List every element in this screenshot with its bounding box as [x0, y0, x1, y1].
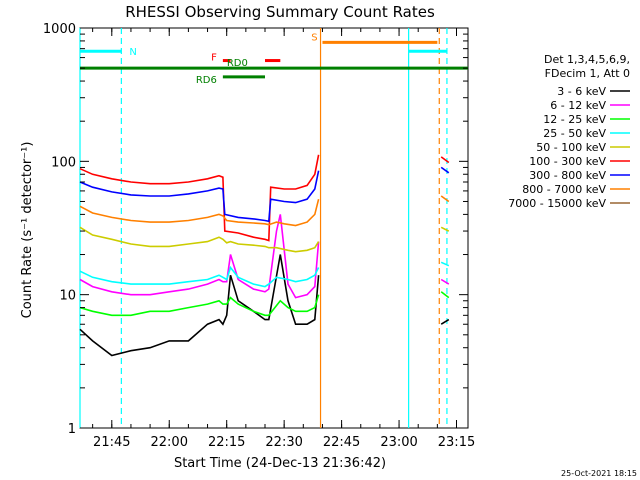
series-layer [79, 154, 450, 357]
y-tick-label: 100 [51, 155, 76, 170]
legend-label: 3 - 6 keV [557, 85, 606, 98]
chart-title: RHESSI Observing Summary Count Rates [125, 3, 435, 21]
x-tick-label: 23:00 [380, 435, 417, 450]
series-line-3-6keV [79, 254, 320, 357]
x-tick-label: 21:45 [93, 435, 130, 450]
legend-label: 7000 - 15000 keV [508, 197, 606, 210]
series-line-12-25keV [440, 291, 450, 299]
series-line-300-800keV [79, 170, 320, 223]
status-bar-label-n: N [129, 47, 136, 58]
status-bar-label-rd6: RD6 [196, 75, 217, 86]
x-tick-label: 22:45 [323, 435, 360, 450]
legend-header-line: FDecim 1, Att 0 [545, 67, 630, 80]
series-line-800-7000keV [440, 195, 450, 203]
legend-label: 50 - 100 keV [536, 141, 606, 154]
series-line-300-800keV [440, 166, 450, 174]
legend-label: 300 - 800 keV [529, 169, 606, 182]
legend-label: 100 - 300 keV [529, 155, 606, 168]
series-line-50-100keV [79, 226, 320, 253]
y-axis-label: Count Rate (s⁻¹ detector⁻¹) [20, 142, 35, 319]
series-line-100-300keV [79, 154, 320, 242]
x-tick-label: 22:00 [151, 435, 188, 450]
x-tick-label: 23:15 [438, 435, 475, 450]
status-bar-label-rd0: RD0 [227, 58, 248, 69]
x-tick-label: 22:30 [265, 435, 302, 450]
plot-frame [79, 27, 469, 429]
x-axis-label: Start Time (24-Dec-13 21:36:42) [174, 456, 386, 471]
x-tick-label: 22:15 [208, 435, 245, 450]
axes: 1 10 100 1000 21:45 22:00 22:15 22:30 22:45 23:00… [43, 22, 475, 450]
series-line-25-50keV [440, 261, 450, 267]
status-bar-label-f: F [211, 53, 217, 64]
status-bars: N S F RD0 RD6 [80, 32, 468, 86]
legend-label: 12 - 25 keV [543, 113, 606, 126]
y-tick-label: 1000 [43, 22, 76, 37]
series-line-800-7000keV [79, 199, 320, 227]
legend-label: 25 - 50 keV [543, 127, 606, 140]
series-line-12-25keV [79, 294, 320, 317]
status-bar-label-s: S [311, 32, 317, 43]
y-tick-label: 10 [59, 289, 76, 304]
series-line-25-50keV [79, 265, 320, 288]
legend: Det 1,3,4,5,6,9,FDecim 1, Att 0 3 - 6 keV… [508, 53, 630, 210]
legend-label: 800 - 7000 keV [522, 183, 606, 196]
series-line-100-300keV [440, 156, 450, 164]
series-line-50-100keV [440, 226, 450, 232]
series-line-6-12keV [440, 278, 450, 285]
legend-label: 6 - 12 keV [550, 99, 606, 112]
timestamp: 25-Oct-2021 18:15 [561, 469, 637, 478]
series-line-6-12keV [79, 214, 320, 299]
series-line-3-6keV [440, 318, 450, 325]
y-tick-label: 1 [68, 422, 76, 437]
vertical-lines [79, 28, 448, 428]
legend-header-line: Det 1,3,4,5,6,9, [544, 53, 630, 66]
